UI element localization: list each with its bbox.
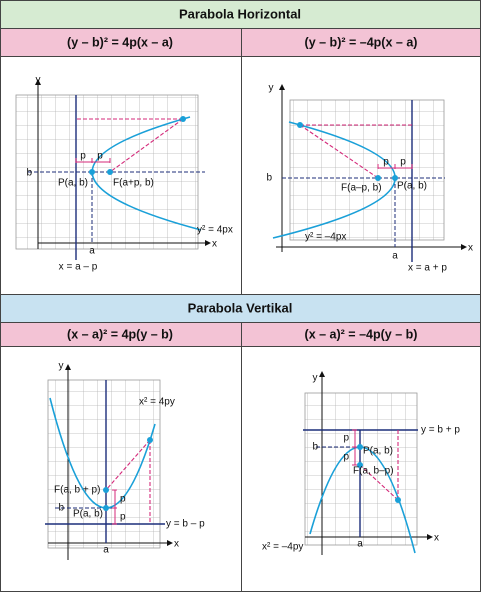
- diagram-label: x² = 4py: [139, 397, 175, 408]
- diagram-label: P(a, b): [58, 178, 88, 189]
- diagram-label: y² = –4px: [305, 232, 346, 243]
- formula-bg: [0, 322, 481, 347]
- diagram-label: y: [59, 361, 64, 372]
- header-bg: [0, 294, 481, 323]
- diagram-label: y: [313, 373, 318, 384]
- diagram-label: x = a – p: [59, 262, 98, 273]
- header-bg: [0, 0, 481, 29]
- diagram-label: a: [392, 251, 398, 262]
- diagram-label: p: [383, 157, 389, 168]
- formula: (x – a)² = –4p(y – b): [305, 327, 418, 341]
- diagram-label: x: [212, 239, 217, 250]
- diagram: [303, 371, 433, 555]
- diagram-label: b: [312, 442, 318, 453]
- diagram-label: F(a+p, b): [113, 178, 154, 189]
- diagram-label: p: [120, 512, 126, 523]
- diagram-label: F(a–p, b): [341, 183, 382, 194]
- diagram-label: b: [266, 173, 272, 184]
- diagram-label: x: [468, 243, 473, 254]
- diagram-label: a: [357, 539, 363, 550]
- diagram-label: p: [400, 157, 406, 168]
- diagram: [15, 79, 211, 260]
- diagram-label: a: [103, 545, 109, 556]
- diagram-label: x: [174, 539, 179, 550]
- formula: (y – b)² = –4p(x – a): [305, 35, 418, 49]
- diagram-label: x: [434, 533, 439, 544]
- formula: (y – b)² = 4p(x – a): [67, 35, 173, 49]
- diagram-label: b: [26, 168, 32, 179]
- diagram-label: p: [120, 494, 126, 505]
- diagram: [45, 364, 173, 560]
- section-title: Parabola Horizontal: [179, 6, 301, 21]
- diagram-label: x² = –4py: [262, 542, 303, 553]
- section-title: Parabola Vertikal: [188, 300, 293, 315]
- diagram-label: y² = 4px: [197, 225, 233, 236]
- formula: (x – a)² = 4p(y – b): [67, 327, 173, 341]
- diagram-label: y = b + p: [421, 425, 460, 436]
- diagram-label: p: [343, 433, 349, 444]
- diagram-label: p: [80, 151, 86, 162]
- diagram-label: P(a, b): [73, 509, 103, 520]
- diagram-label: b: [58, 503, 64, 514]
- diagram-label: a: [89, 246, 95, 257]
- formula-bg: [0, 28, 481, 57]
- diagram-label: F(a, b + p): [54, 485, 100, 496]
- diagram-label: P(a, b): [363, 446, 393, 457]
- diagram-label: y: [36, 75, 41, 86]
- diagram-label: x = a + p: [408, 263, 447, 274]
- diagram-label: p: [343, 452, 349, 463]
- diagram-label: y: [269, 83, 274, 94]
- diagram-label: P(a, b): [397, 181, 427, 192]
- diagram: [272, 84, 467, 262]
- diagram-label: F(a, b–p): [353, 466, 394, 477]
- diagram-label: y = b – p: [166, 519, 205, 530]
- diagram-label: p: [97, 151, 103, 162]
